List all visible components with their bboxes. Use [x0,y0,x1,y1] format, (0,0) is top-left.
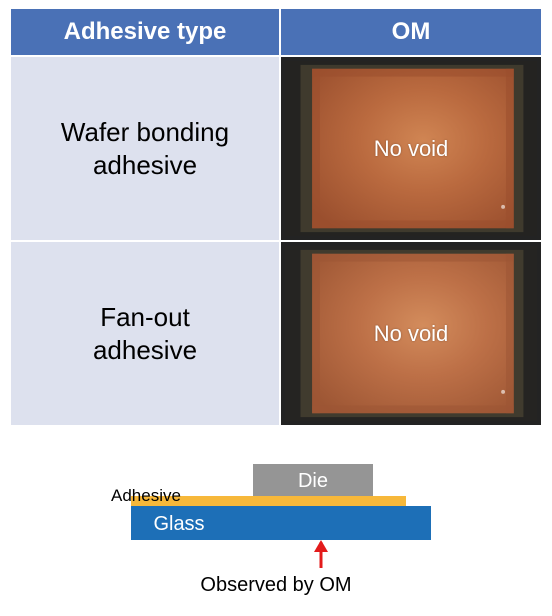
om-text-no-void: No void [374,321,449,347]
die-label: Die [298,470,328,492]
cross-section-schematic: Die Glass Adhesive Observed by OM [111,446,441,616]
glass-label: Glass [153,513,204,535]
om-text-no-void: No void [374,136,449,162]
table-row: Wafer bondingadhesive No void [10,56,542,241]
observed-by-om-caption: Observed by OM [111,574,441,597]
om-image-fan-out: No void [280,241,542,426]
table-row: Fan-outadhesive No void [10,241,542,426]
col-header-adhesive-type: Adhesive type [10,8,280,56]
row-label-fan-out: Fan-outadhesive [10,241,280,426]
adhesive-om-table: Adhesive type OM Wafer bondingadhesive N… [8,6,544,428]
row-label-wafer-bonding: Wafer bondingadhesive [10,56,280,241]
om-image-wafer-bonding: No void [280,56,542,241]
col-header-om: OM [280,8,542,56]
observe-arrow-head [314,540,328,552]
adhesive-label-text: Adhesive [111,486,181,506]
table-header-row: Adhesive type OM [10,8,542,56]
